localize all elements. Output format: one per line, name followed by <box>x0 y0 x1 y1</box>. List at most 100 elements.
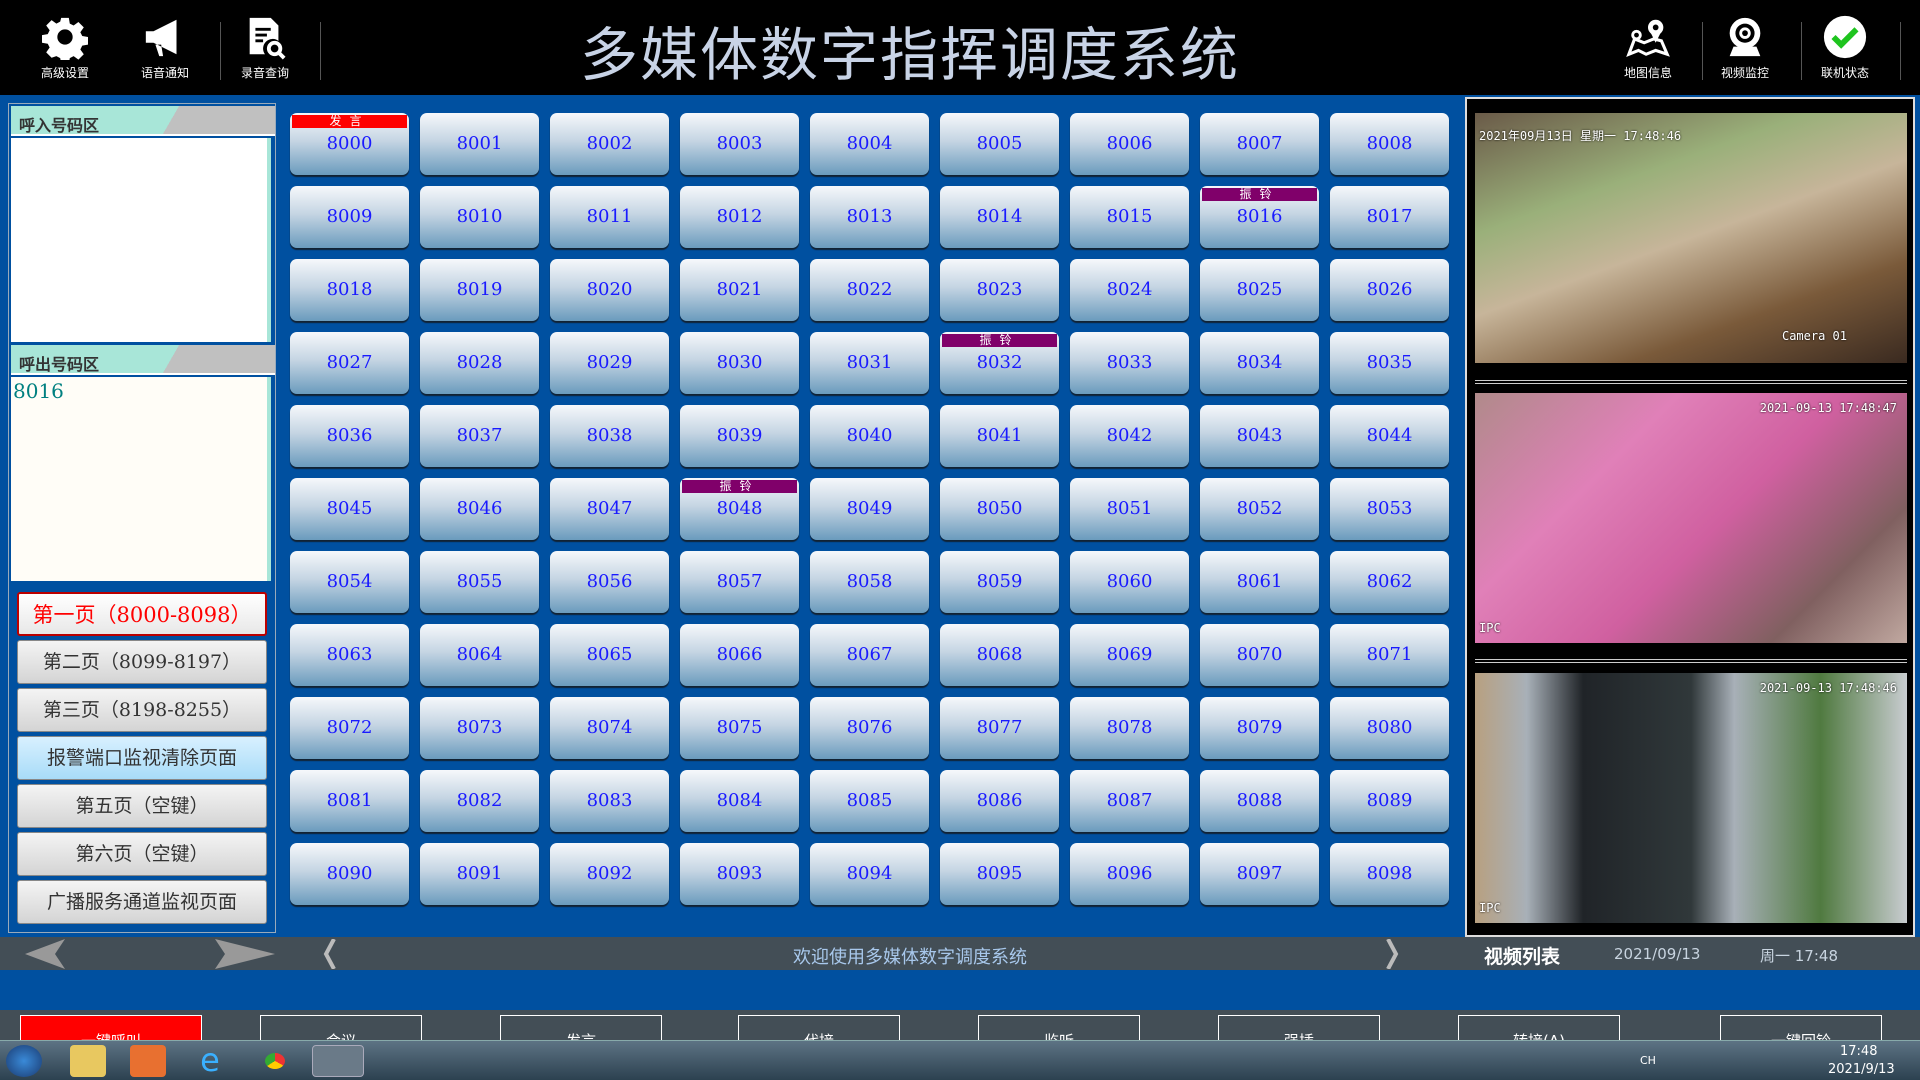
extension-button-8061[interactable]: 8061 <box>1200 551 1319 613</box>
page-button[interactable]: 第二页（8099-8197） <box>17 640 267 684</box>
extension-button-8050[interactable]: 8050 <box>940 478 1059 540</box>
extension-button-8069[interactable]: 8069 <box>1070 624 1189 686</box>
extension-button-8090[interactable]: 8090 <box>290 843 409 905</box>
extension-button-8036[interactable]: 8036 <box>290 405 409 467</box>
page-button[interactable]: 第五页（空键） <box>17 784 267 828</box>
page-button[interactable]: 第六页（空键） <box>17 832 267 876</box>
advanced-settings-button[interactable]: 高级设置 <box>20 14 110 84</box>
extension-button-8071[interactable]: 8071 <box>1330 624 1449 686</box>
extension-button-8089[interactable]: 8089 <box>1330 770 1449 832</box>
media-player-icon[interactable] <box>130 1045 166 1077</box>
extension-button-8032[interactable]: 8032 振铃 <box>940 332 1059 394</box>
extension-button-8002[interactable]: 8002 <box>550 113 669 175</box>
extension-button-8035[interactable]: 8035 <box>1330 332 1449 394</box>
scroll-left-icon[interactable] <box>320 939 340 969</box>
extension-button-8088[interactable]: 8088 <box>1200 770 1319 832</box>
extension-button-8005[interactable]: 8005 <box>940 113 1059 175</box>
extension-button-8046[interactable]: 8046 <box>420 478 539 540</box>
extension-button-8075[interactable]: 8075 <box>680 697 799 759</box>
extension-button-8056[interactable]: 8056 <box>550 551 669 613</box>
extension-button-8011[interactable]: 8011 <box>550 186 669 248</box>
extension-button-8070[interactable]: 8070 <box>1200 624 1319 686</box>
extension-button-8082[interactable]: 8082 <box>420 770 539 832</box>
start-button[interactable] <box>6 1045 42 1077</box>
page-button[interactable]: 报警端口监视清除页面 <box>17 736 267 780</box>
extension-button-8012[interactable]: 8012 <box>680 186 799 248</box>
extension-button-8053[interactable]: 8053 <box>1330 478 1449 540</box>
extension-button-8025[interactable]: 8025 <box>1200 259 1319 321</box>
video-monitor-button[interactable]: 视频监控 <box>1700 14 1790 84</box>
extension-button-8063[interactable]: 8063 <box>290 624 409 686</box>
extension-button-8074[interactable]: 8074 <box>550 697 669 759</box>
extension-button-8018[interactable]: 8018 <box>290 259 409 321</box>
extension-button-8073[interactable]: 8073 <box>420 697 539 759</box>
extension-button-8058[interactable]: 8058 <box>810 551 929 613</box>
extension-button-8029[interactable]: 8029 <box>550 332 669 394</box>
extension-button-8096[interactable]: 8096 <box>1070 843 1189 905</box>
extension-button-8022[interactable]: 8022 <box>810 259 929 321</box>
video-feed-2[interactable]: 2021-09-13 17:48:47 IPC <box>1475 393 1907 643</box>
extension-button-8077[interactable]: 8077 <box>940 697 1059 759</box>
extension-button-8065[interactable]: 8065 <box>550 624 669 686</box>
extension-button-8016[interactable]: 8016 振铃 <box>1200 186 1319 248</box>
clock-time[interactable]: 17:48 <box>1840 1044 1878 1059</box>
extension-button-8049[interactable]: 8049 <box>810 478 929 540</box>
extension-button-8033[interactable]: 8033 <box>1070 332 1189 394</box>
map-info-button[interactable]: 地图信息 <box>1603 14 1693 84</box>
extension-button-8093[interactable]: 8093 <box>680 843 799 905</box>
extension-button-8015[interactable]: 8015 <box>1070 186 1189 248</box>
chrome-icon[interactable] <box>257 1045 293 1077</box>
extension-button-8024[interactable]: 8024 <box>1070 259 1189 321</box>
extension-button-8009[interactable]: 8009 <box>290 186 409 248</box>
page-button[interactable]: 广播服务通道监视页面 <box>17 880 267 924</box>
extension-button-8076[interactable]: 8076 <box>810 697 929 759</box>
extension-button-8087[interactable]: 8087 <box>1070 770 1189 832</box>
extension-button-8060[interactable]: 8060 <box>1070 551 1189 613</box>
extension-button-8051[interactable]: 8051 <box>1070 478 1189 540</box>
extension-button-8006[interactable]: 8006 <box>1070 113 1189 175</box>
extension-button-8040[interactable]: 8040 <box>810 405 929 467</box>
voice-notice-button[interactable]: 语音通知 <box>120 14 210 84</box>
page-button[interactable]: 第一页（8000-8098） <box>17 592 267 636</box>
extension-button-8039[interactable]: 8039 <box>680 405 799 467</box>
extension-button-8072[interactable]: 8072 <box>290 697 409 759</box>
extension-button-8028[interactable]: 8028 <box>420 332 539 394</box>
extension-button-8067[interactable]: 8067 <box>810 624 929 686</box>
extension-button-8041[interactable]: 8041 <box>940 405 1059 467</box>
extension-button-8068[interactable]: 8068 <box>940 624 1059 686</box>
explorer-icon[interactable] <box>70 1045 106 1077</box>
extension-button-8027[interactable]: 8027 <box>290 332 409 394</box>
extension-button-8048[interactable]: 8048 振铃 <box>680 478 799 540</box>
extension-button-8043[interactable]: 8043 <box>1200 405 1319 467</box>
extension-button-8054[interactable]: 8054 <box>290 551 409 613</box>
extension-button-8092[interactable]: 8092 <box>550 843 669 905</box>
ime-indicator[interactable]: CH <box>1640 1054 1656 1067</box>
video-list-button[interactable]: 视频列表 <box>1484 946 1561 968</box>
ie-icon[interactable]: e <box>200 1041 220 1079</box>
page-button[interactable]: 第三页（8198-8255） <box>17 688 267 732</box>
incoming-number-box[interactable] <box>11 138 271 342</box>
extension-button-8059[interactable]: 8059 <box>940 551 1059 613</box>
extension-button-8097[interactable]: 8097 <box>1200 843 1319 905</box>
extension-button-8003[interactable]: 8003 <box>680 113 799 175</box>
extension-button-8066[interactable]: 8066 <box>680 624 799 686</box>
next-arrow-icon[interactable] <box>205 939 275 969</box>
extension-button-8038[interactable]: 8038 <box>550 405 669 467</box>
extension-button-8091[interactable]: 8091 <box>420 843 539 905</box>
clock-date[interactable]: 2021/9/13 <box>1828 1062 1895 1077</box>
extension-button-8019[interactable]: 8019 <box>420 259 539 321</box>
extension-button-8094[interactable]: 8094 <box>810 843 929 905</box>
video-feed-3[interactable]: 2021-09-13 17:48:46 IPC <box>1475 673 1907 923</box>
prev-arrow-icon[interactable] <box>25 939 95 969</box>
extension-button-8084[interactable]: 8084 <box>680 770 799 832</box>
ddt-app-icon[interactable] <box>312 1045 364 1077</box>
scroll-right-icon[interactable] <box>1382 939 1402 969</box>
extension-button-8055[interactable]: 8055 <box>420 551 539 613</box>
extension-button-8034[interactable]: 8034 <box>1200 332 1319 394</box>
extension-button-8030[interactable]: 8030 <box>680 332 799 394</box>
extension-button-8014[interactable]: 8014 <box>940 186 1059 248</box>
extension-button-8001[interactable]: 8001 <box>420 113 539 175</box>
outgoing-number-box[interactable]: 8016 <box>11 377 271 581</box>
extension-button-8080[interactable]: 8080 <box>1330 697 1449 759</box>
extension-button-8095[interactable]: 8095 <box>940 843 1059 905</box>
